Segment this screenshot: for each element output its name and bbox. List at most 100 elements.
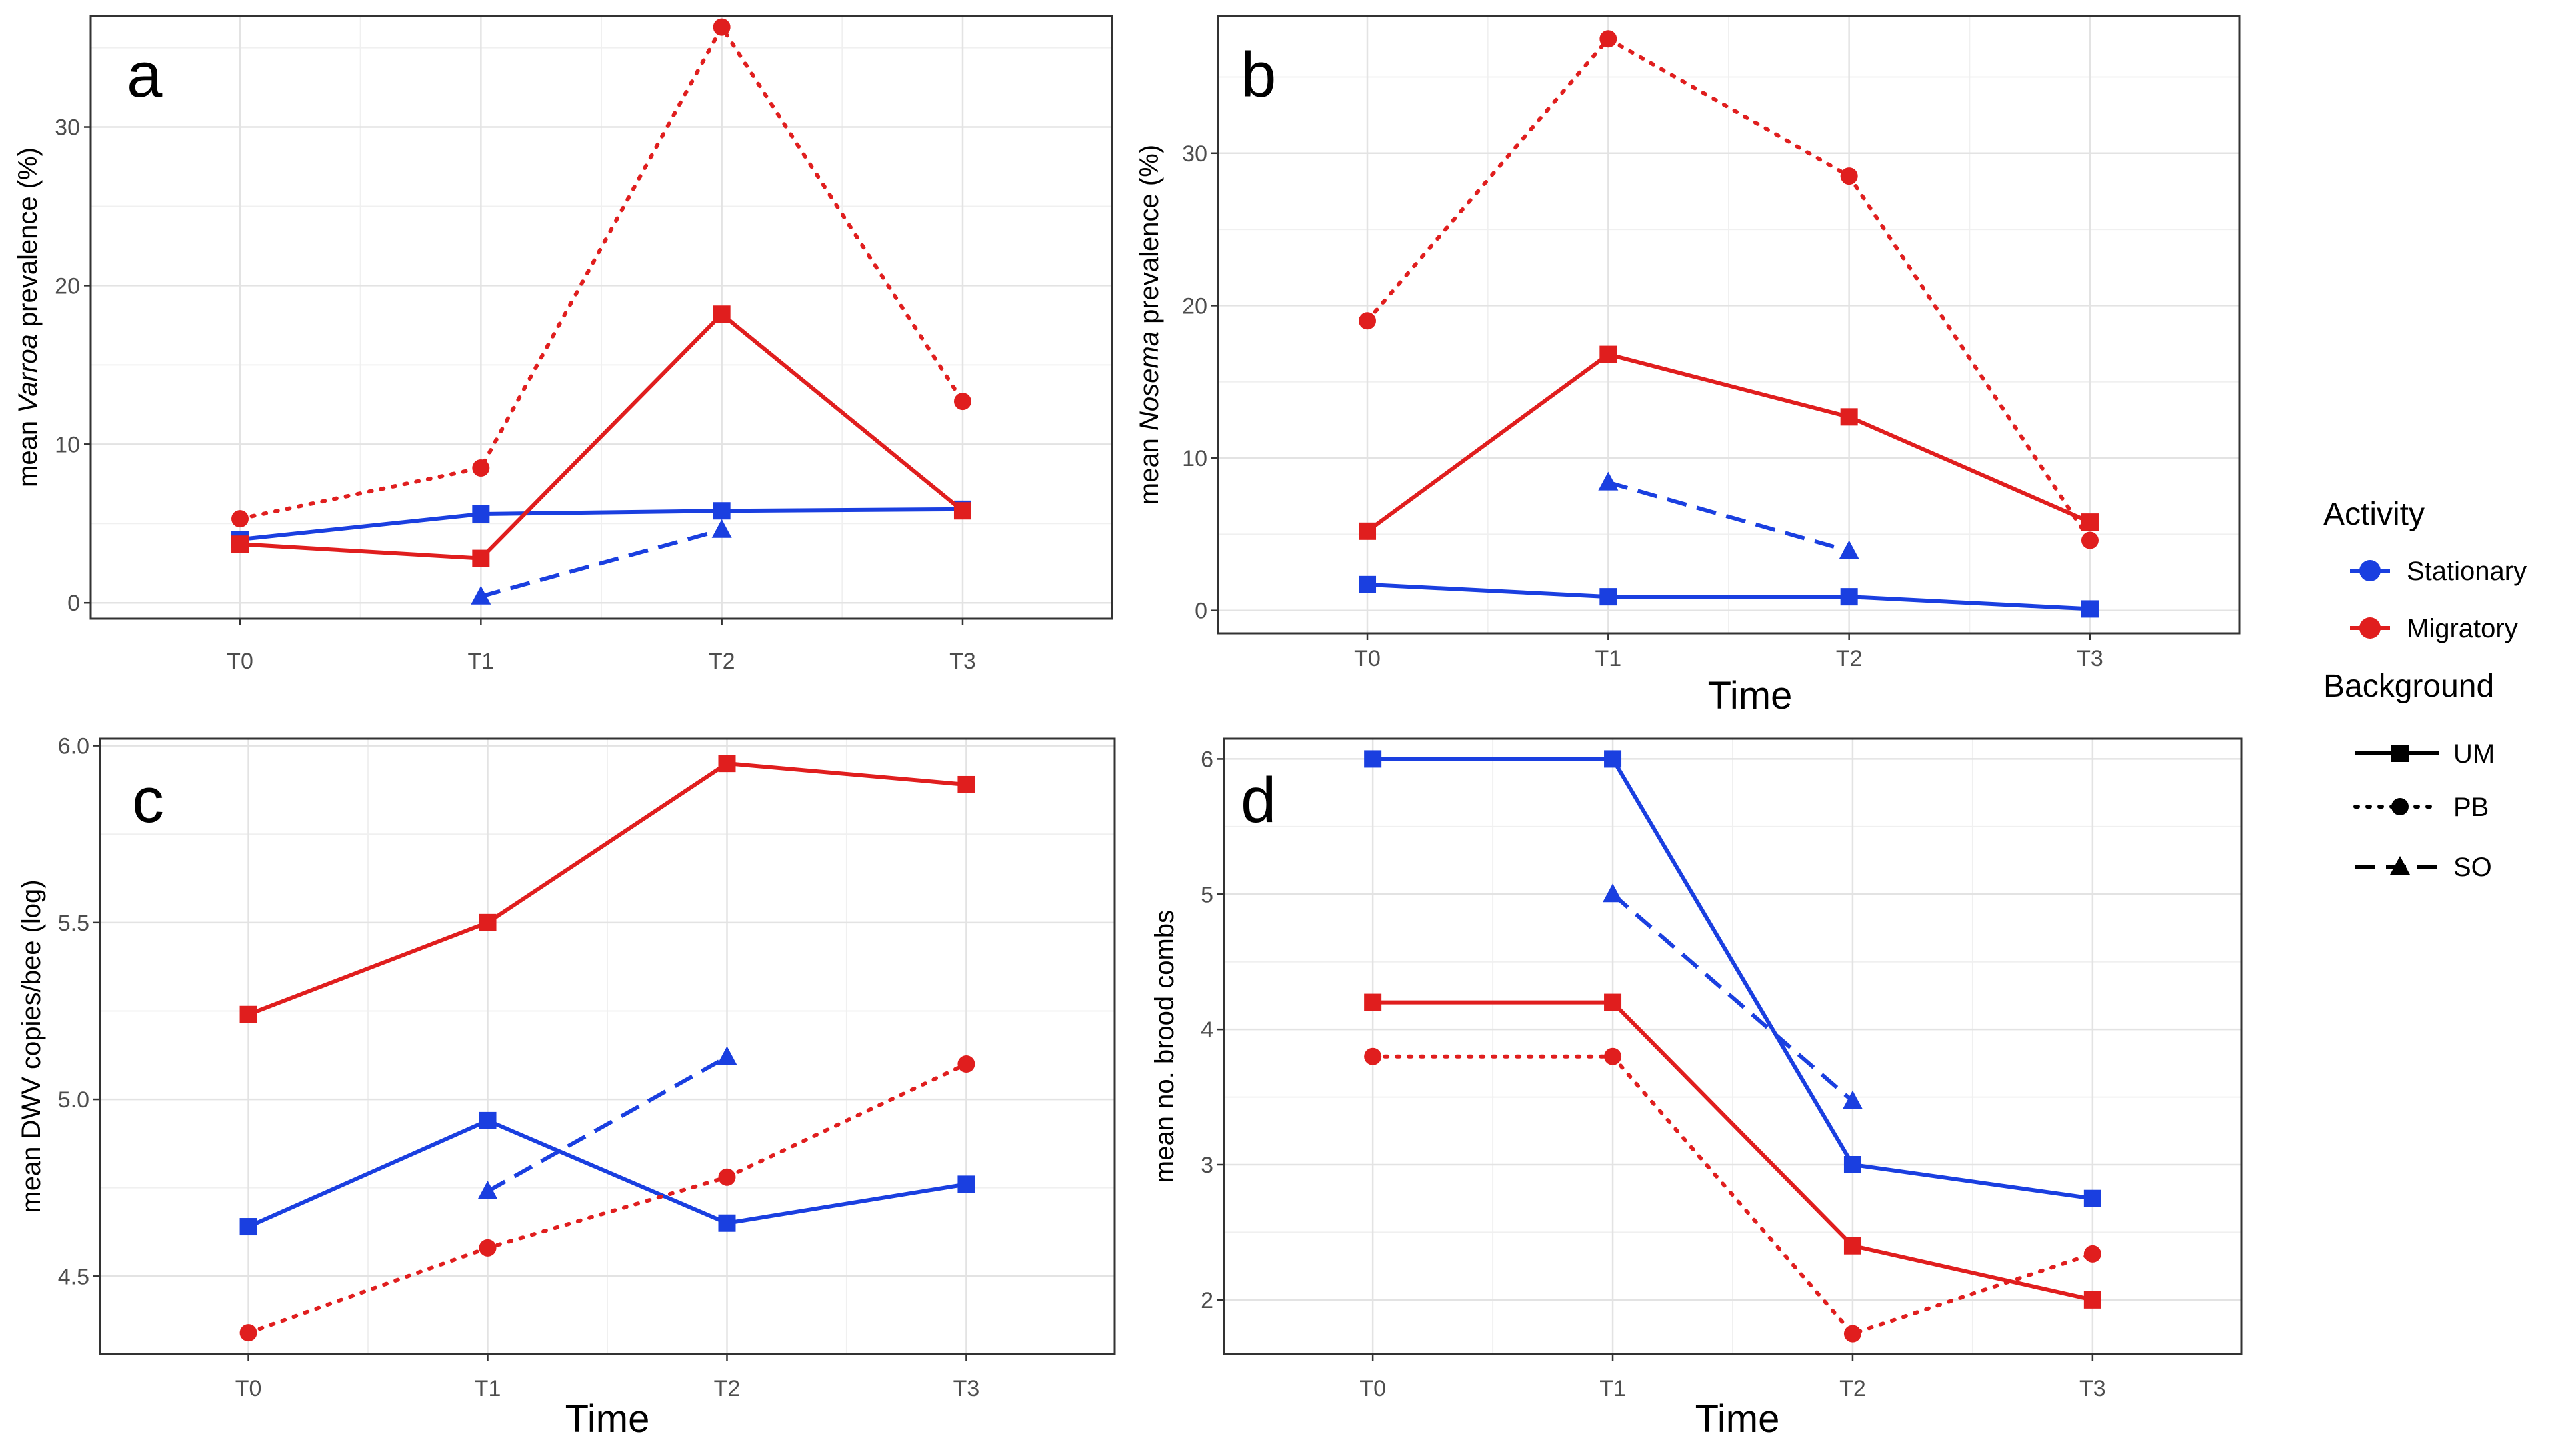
- legend-label: SO: [2453, 853, 2492, 882]
- data-point: [479, 1111, 497, 1129]
- y-axis-title-part: Varroa: [13, 334, 43, 413]
- x-tick-label: T2: [1839, 1376, 1866, 1401]
- x-tick-label: T3: [949, 649, 976, 674]
- y-axis-title-part: prevalence (%): [13, 147, 43, 334]
- series-stationary-um: [1364, 750, 2101, 1207]
- data-point: [713, 18, 731, 36]
- legend-item-um: UM: [2355, 739, 2495, 769]
- y-tick-label: 5.5: [58, 911, 89, 936]
- data-point: [2083, 1189, 2101, 1207]
- panel-border: [1223, 737, 2243, 1355]
- series-line: [247, 1118, 967, 1229]
- series-migratory-um: [1364, 993, 2101, 1309]
- x-tick-label: T1: [1599, 1376, 1626, 1401]
- series-stationary-so: [1598, 471, 1859, 559]
- y-tick-label: 30: [1182, 141, 1207, 167]
- data-point: [1603, 883, 1623, 903]
- y-tick-label: 10: [55, 432, 80, 457]
- data-point: [1599, 588, 1617, 606]
- data-point: [2081, 531, 2099, 549]
- y-axis-title-part: Nosema: [1135, 331, 1164, 431]
- panel-c: 4.5 5.0 5.5 6.0 T0 T1 T2 T3 Time mean DWV copies/…: [17, 734, 1116, 1441]
- x-tick-label: T1: [467, 649, 494, 674]
- data-point: [1364, 993, 1382, 1011]
- data-point: [2081, 513, 2099, 531]
- panel-letter: d: [1241, 765, 1276, 836]
- data-point: [953, 502, 971, 520]
- x-tick-label: T0: [1354, 646, 1381, 671]
- series-line: [480, 527, 723, 599]
- data-point: [718, 755, 736, 773]
- panel-d: 2 3 4 5 6 T0 T1 T2 T3 Time mean no. brood combs d: [1150, 737, 2243, 1441]
- data-point: [1842, 1090, 1863, 1109]
- data-point: [1843, 1237, 1861, 1255]
- data-point: [231, 510, 249, 528]
- legend-label: UM: [2453, 739, 2495, 769]
- panel-border: [99, 737, 1116, 1355]
- panel-letter: b: [1241, 39, 1276, 111]
- data-point: [239, 1005, 257, 1023]
- series-line: [1367, 582, 2091, 611]
- y-tick-label: 5.0: [58, 1087, 89, 1113]
- legend-label: Migratory: [2407, 614, 2518, 643]
- series-migratory-um: [231, 305, 971, 567]
- data-point: [472, 549, 490, 567]
- x-axis-title: Time: [1708, 674, 1793, 717]
- data-point: [1604, 1047, 1622, 1065]
- legend-key-point: [2390, 856, 2410, 875]
- series-line: [247, 761, 967, 1017]
- x-tick-label: T3: [953, 1376, 980, 1401]
- panel-a: 0 10 20 30 T0 T1 T2 T3 mean Varroa prevalence (%…: [13, 15, 1113, 674]
- series-line: [1366, 352, 2091, 533]
- legend-key-point: [2391, 798, 2409, 815]
- panel-border: [1217, 15, 2241, 635]
- y-tick-label: 20: [55, 273, 80, 299]
- gridlines: [91, 16, 1112, 619]
- series-stationary-so: [471, 519, 732, 605]
- y-tick-label: 30: [55, 115, 80, 141]
- panel-border: [89, 15, 1113, 620]
- data-point: [2083, 1291, 2101, 1309]
- data-point: [477, 1180, 498, 1199]
- data-point: [957, 1055, 975, 1073]
- data-point: [471, 585, 491, 605]
- data-point: [1839, 540, 1859, 559]
- legend-item-stationary: Stationary: [2350, 557, 2527, 586]
- y-axis-title-part: prevalence (%): [1135, 145, 1164, 331]
- panel-b: 0 10 20 30 T0 T1 T2 T3 Time mean Nosema prevalenc…: [1135, 15, 2241, 717]
- data-point: [472, 459, 490, 477]
- data-point: [231, 535, 249, 553]
- y-tick-label: 6.0: [58, 734, 89, 759]
- series-migratory-pb: [1359, 30, 2099, 549]
- data-point: [239, 1324, 257, 1342]
- series-line: [1611, 893, 1854, 1103]
- series-line: [1373, 1000, 2093, 1302]
- y-tick-label: 5: [1201, 882, 1213, 907]
- legend-key-point: [2359, 617, 2381, 639]
- y-tick-label: 6: [1201, 747, 1213, 772]
- x-tick-label: T0: [227, 649, 253, 674]
- series-stationary-so: [477, 1046, 737, 1199]
- panel-letter: c: [132, 765, 164, 836]
- data-point: [713, 305, 731, 323]
- gridlines: [1224, 739, 2241, 1354]
- series-migratory-pb: [239, 1055, 975, 1342]
- x-tick-label: T3: [2077, 646, 2103, 671]
- series-line: [239, 507, 963, 542]
- data-point: [1359, 575, 1377, 593]
- x-tick-label: T2: [714, 1376, 741, 1401]
- data-point: [479, 1239, 497, 1257]
- x-tick-label: T0: [1359, 1376, 1386, 1401]
- data-point: [472, 505, 490, 523]
- series-line: [238, 23, 965, 521]
- data-point: [1599, 345, 1617, 363]
- series-stationary-um: [1359, 575, 2099, 618]
- x-tick-label: T2: [1836, 646, 1863, 671]
- data-point: [239, 1218, 257, 1236]
- y-axis-title-part: mean: [13, 413, 43, 487]
- data-point: [1364, 1047, 1382, 1065]
- data-point: [2083, 1245, 2101, 1263]
- data-point: [953, 393, 971, 411]
